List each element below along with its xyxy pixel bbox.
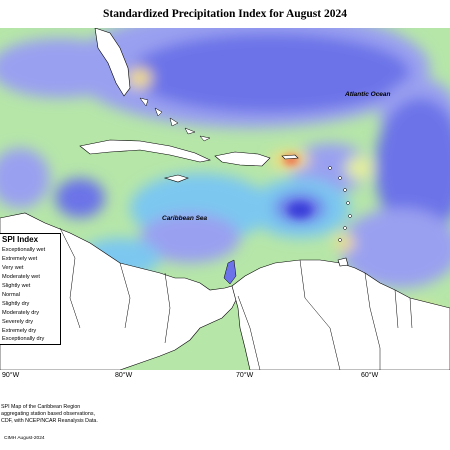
lon-label-60w: 60°W [361,372,379,379]
map-area: Atlantic Ocean Caribbean Sea [0,28,450,370]
map-credit: SPI Map of the Caribbean Region aggregat… [1,404,201,425]
spi-field [0,28,450,334]
legend-entry: Moderately dry [2,310,39,316]
copyright-text: CIMH August-2024 [4,436,45,441]
credit-line: SPI Map of the Caribbean Region [1,404,81,410]
spi-legend: SPI Index Exceptionally wet Extremely we… [0,233,61,345]
country-borders [59,227,413,370]
legend-entry: Exceptionally wet [2,247,46,253]
legend-title: SPI Index [2,235,39,244]
caribbean-sea-label: Caribbean Sea [162,215,208,222]
lon-label-90w: 90°W [2,372,20,379]
spi-map: Atlantic Ocean Caribbean Sea [0,28,450,370]
lake-maracaibo [223,259,237,285]
legend-entry: Slightly wet [2,283,31,289]
legend-entry: Severely dry [2,319,34,325]
lon-label-70w: 70°W [236,372,254,379]
legend-entry: Moderately wet [2,274,40,280]
legend-entry: Exceptionally dry [2,336,45,342]
lesser-antilles [328,166,352,242]
legend-entry: Very wet [2,265,24,271]
map-title: Standardized Precipitation Index for Aug… [103,8,347,20]
legend-entry: Extremely wet [2,256,38,262]
atlantic-ocean-label: Atlantic Ocean [344,91,391,98]
bahamas [139,97,211,142]
credit-line: aggregating station based observations, [1,411,95,417]
legend-entry: Slightly dry [2,301,30,307]
legend-entry: Normal [2,292,21,298]
legend-entry: Extremely dry [2,328,37,334]
lon-label-80w: 80°W [115,372,133,379]
credit-line: CDF, with NCEP/NCAR Reanalysis Data. [1,418,98,424]
